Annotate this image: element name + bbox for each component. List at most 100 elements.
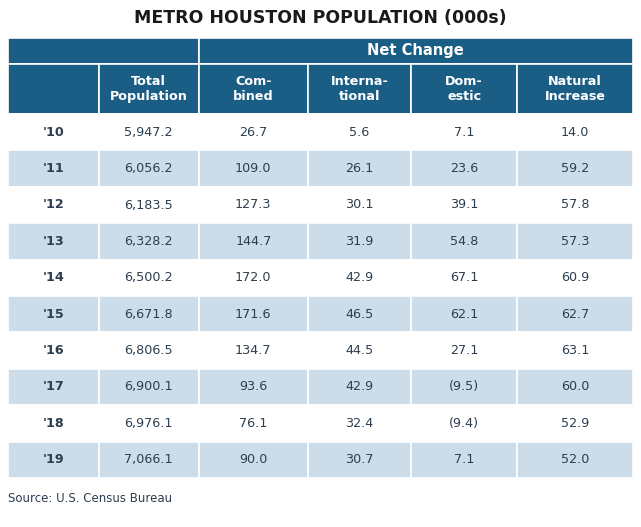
Bar [308, 405, 411, 442]
Text: 30.1: 30.1 [345, 199, 374, 211]
Text: 39.1: 39.1 [450, 199, 478, 211]
Text: Com-
bined: Com- bined [233, 75, 274, 103]
Bar [411, 442, 517, 478]
Text: 60.0: 60.0 [561, 380, 589, 394]
Text: 5.6: 5.6 [349, 126, 370, 139]
Bar [308, 260, 411, 296]
Text: 172.0: 172.0 [235, 271, 272, 284]
Bar [517, 64, 633, 114]
Text: 6,328.2: 6,328.2 [124, 235, 173, 248]
Text: '18: '18 [42, 417, 64, 430]
Text: 109.0: 109.0 [235, 162, 272, 175]
Text: '10: '10 [42, 126, 64, 139]
Bar [8, 223, 99, 260]
Text: METRO HOUSTON POPULATION (000s): METRO HOUSTON POPULATION (000s) [134, 9, 507, 27]
Text: 6,500.2: 6,500.2 [124, 271, 173, 284]
Text: Net Change: Net Change [367, 44, 464, 58]
Bar [411, 333, 517, 369]
Text: 127.3: 127.3 [235, 199, 272, 211]
Text: 32.4: 32.4 [345, 417, 374, 430]
Text: 63.1: 63.1 [561, 344, 589, 357]
Bar [8, 405, 99, 442]
Text: 6,671.8: 6,671.8 [124, 308, 173, 321]
Bar [308, 369, 411, 405]
Text: 60.9: 60.9 [561, 271, 589, 284]
Bar [308, 333, 411, 369]
Bar [517, 114, 633, 150]
Text: 42.9: 42.9 [345, 271, 374, 284]
Bar [308, 442, 411, 478]
Text: '19: '19 [42, 453, 64, 466]
Bar [199, 38, 633, 64]
Text: '12: '12 [42, 199, 64, 211]
Text: '13: '13 [42, 235, 64, 248]
Bar [411, 296, 517, 333]
Bar [199, 187, 308, 223]
Text: 27.1: 27.1 [450, 344, 478, 357]
Bar [8, 150, 99, 187]
Bar [517, 296, 633, 333]
Bar [411, 114, 517, 150]
Bar [99, 150, 199, 187]
Bar [8, 333, 99, 369]
Text: 26.1: 26.1 [345, 162, 374, 175]
Text: Dom-
estic: Dom- estic [445, 75, 483, 103]
Bar [8, 38, 199, 64]
Text: 30.7: 30.7 [345, 453, 374, 466]
Text: 6,976.1: 6,976.1 [124, 417, 173, 430]
Text: '16: '16 [42, 344, 64, 357]
Bar [411, 405, 517, 442]
Text: 23.6: 23.6 [450, 162, 478, 175]
Text: 62.7: 62.7 [561, 308, 589, 321]
Text: Natural
Increase: Natural Increase [545, 75, 606, 103]
Bar [8, 64, 99, 114]
Text: (9.5): (9.5) [449, 380, 479, 394]
Text: 7,066.1: 7,066.1 [124, 453, 173, 466]
Bar [517, 442, 633, 478]
Text: Source: U.S. Census Bureau: Source: U.S. Census Bureau [8, 492, 172, 504]
Bar [308, 114, 411, 150]
Bar [99, 442, 199, 478]
Text: 144.7: 144.7 [235, 235, 272, 248]
Bar [99, 64, 199, 114]
Text: 52.0: 52.0 [561, 453, 589, 466]
Bar [199, 442, 308, 478]
Bar [308, 64, 411, 114]
Text: 5,947.2: 5,947.2 [124, 126, 173, 139]
Text: 7.1: 7.1 [454, 453, 474, 466]
Bar [411, 187, 517, 223]
Bar [99, 405, 199, 442]
Text: 26.7: 26.7 [239, 126, 267, 139]
Bar [411, 64, 517, 114]
Bar [99, 260, 199, 296]
Text: 6,806.5: 6,806.5 [124, 344, 173, 357]
Bar [411, 150, 517, 187]
Bar [199, 405, 308, 442]
Text: 6,900.1: 6,900.1 [124, 380, 173, 394]
Bar [99, 187, 199, 223]
Bar [199, 260, 308, 296]
Bar [199, 296, 308, 333]
Text: 67.1: 67.1 [450, 271, 478, 284]
Text: 134.7: 134.7 [235, 344, 272, 357]
Text: 57.3: 57.3 [561, 235, 590, 248]
Text: Interna-
tional: Interna- tional [331, 75, 388, 103]
Text: 14.0: 14.0 [561, 126, 589, 139]
Text: '14: '14 [42, 271, 64, 284]
Text: '17: '17 [42, 380, 64, 394]
Bar [411, 223, 517, 260]
Bar [199, 114, 308, 150]
Bar [199, 369, 308, 405]
Text: 54.8: 54.8 [450, 235, 478, 248]
Bar [308, 296, 411, 333]
Text: '15: '15 [42, 308, 64, 321]
Text: (9.4): (9.4) [449, 417, 479, 430]
Text: 44.5: 44.5 [345, 344, 374, 357]
Bar [411, 260, 517, 296]
Text: 171.6: 171.6 [235, 308, 272, 321]
Text: '11: '11 [42, 162, 64, 175]
Bar [517, 150, 633, 187]
Bar [517, 223, 633, 260]
Text: 6,183.5: 6,183.5 [124, 199, 173, 211]
Bar [99, 333, 199, 369]
